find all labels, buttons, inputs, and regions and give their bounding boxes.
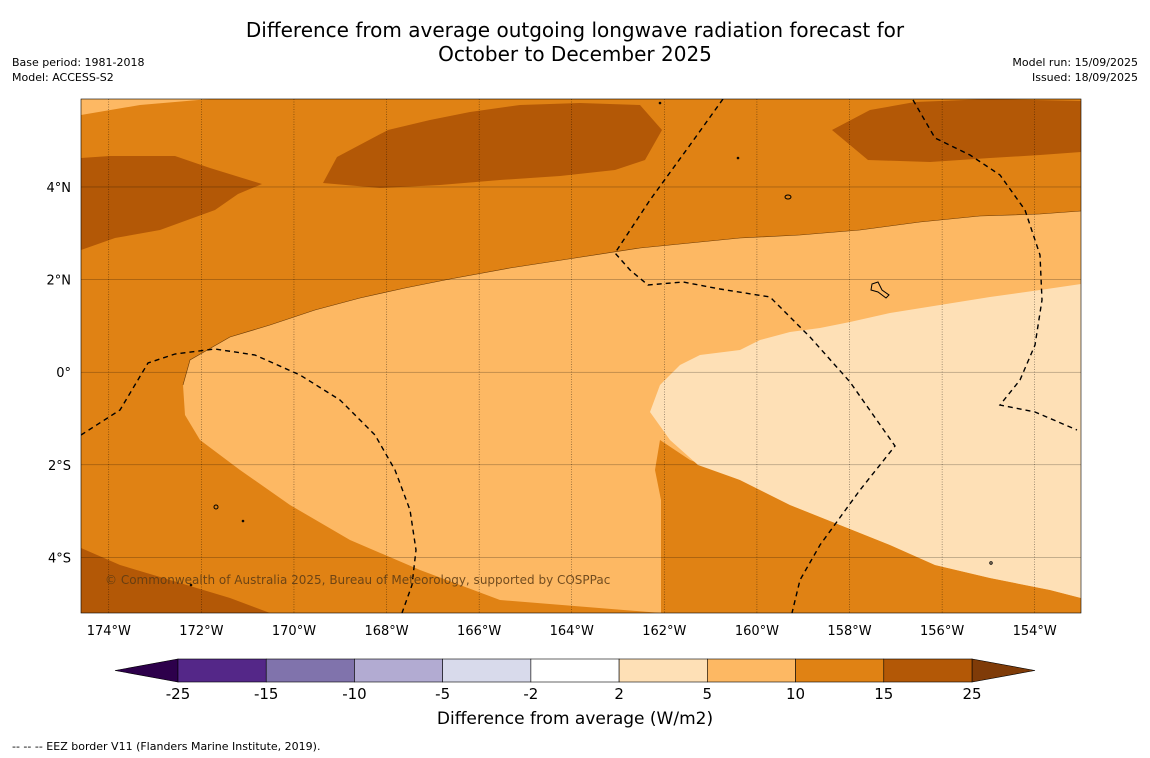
longitude-label: 158°W — [827, 624, 871, 639]
colorbar-tick-label: 5 — [703, 685, 713, 703]
model-run-label: Model run: 15/09/2025 — [1012, 56, 1138, 69]
colorbar-tick-label: -5 — [435, 685, 450, 703]
colorbar-bin — [354, 658, 443, 683]
meta-left: Base period: 1981-2018 Model: ACCESS-S2 — [12, 55, 144, 85]
colorbar-tick-label: -2 — [523, 685, 538, 703]
eez-border-line-2 — [614, 99, 896, 613]
copyright-text: © Commonwealth of Australia 2025, Bureau… — [105, 573, 610, 587]
longitude-label: 170°W — [272, 624, 316, 639]
eez-border-line-3 — [912, 99, 1078, 431]
meta-right: Model run: 15/09/2025 Issued: 18/09/2025 — [1012, 55, 1138, 85]
colorbar: -25 -15 -10 -5 -2 2 5 10 15 25 — [114, 658, 1036, 703]
colorbar-tick-label: -10 — [342, 685, 367, 703]
longitude-label: 154°W — [1013, 624, 1057, 639]
atoll-outline-southwest — [213, 504, 219, 510]
longitude-label: 164°W — [550, 624, 594, 639]
latitude-label: 2°N — [47, 274, 72, 289]
colorbar-under-arrow — [114, 658, 179, 683]
map-field — [81, 99, 1081, 613]
chart-title: Difference from average outgoing longwav… — [0, 18, 1150, 66]
colorbar-tick-label: 15 — [874, 685, 893, 703]
contour-band-15-25-left — [81, 156, 262, 250]
longitude-label: 174°W — [87, 624, 131, 639]
latitude-labels: 4°N 2°N 0° 2°S 4°S — [47, 181, 72, 566]
colorbar-bin — [883, 658, 973, 683]
issued-label: Issued: 18/09/2025 — [1031, 71, 1138, 84]
eez-border-line-1 — [81, 348, 417, 613]
colorbar-tick-label: -15 — [254, 685, 279, 703]
colorbar-tick-label: 25 — [962, 685, 981, 703]
longitude-label: 160°W — [735, 624, 779, 639]
colorbar-tick-label: 10 — [786, 685, 805, 703]
contour-band-15-25-topmid — [323, 103, 662, 188]
map-frame — [80, 98, 1082, 614]
colorbar-bin — [442, 658, 532, 683]
eez-legend-note: -- -- -- EEZ border V11 (Flanders Marine… — [12, 740, 321, 753]
islet-dot-2 — [736, 156, 740, 160]
colorbar-bin — [177, 658, 267, 683]
colorbar-bin — [618, 658, 708, 683]
land-outlines — [189, 101, 993, 587]
atoll-outline-east — [870, 281, 890, 299]
title-line-2: October to December 2025 — [438, 42, 712, 66]
graticule — [81, 99, 1081, 613]
islet-dot-3 — [241, 519, 245, 523]
contour-edge-5-10 — [182, 210, 1081, 386]
colorbar-bin — [795, 658, 885, 683]
eez-borders — [81, 99, 1078, 613]
colorbar-bin — [265, 658, 355, 683]
contour-band-15-25-bottomleft — [81, 548, 270, 613]
latitude-label: 4°N — [47, 181, 72, 196]
islet-dot-4 — [189, 583, 193, 587]
islet-dot-5 — [989, 561, 993, 565]
colorbar-over-arrow — [971, 658, 1036, 683]
atoll-outline-north — [784, 194, 792, 200]
longitude-label: 156°W — [920, 624, 964, 639]
longitude-labels: 174°W 172°W 170°W 168°W 166°W 164°W 162°W 160°W… — [87, 624, 1057, 639]
longitude-label: 166°W — [457, 624, 501, 639]
longitude-label: 162°W — [642, 624, 686, 639]
title-line-1: Difference from average outgoing longwav… — [245, 18, 905, 42]
base-period-label: Base period: 1981-2018 — [12, 56, 145, 69]
contour-band-2-5-east — [650, 284, 1081, 598]
longitude-label: 172°W — [179, 624, 223, 639]
model-label: Model: ACCESS-S2 — [12, 71, 114, 84]
colorbar-tick-label: 2 — [614, 685, 624, 703]
longitude-label: 168°W — [364, 624, 408, 639]
latitude-label: 4°S — [48, 551, 71, 566]
contour-band-5-10-topleft — [81, 99, 210, 115]
colorbar-bin — [530, 658, 620, 683]
colorbar-title: Difference from average (W/m2) — [436, 709, 714, 729]
contour-band-15-25-topright — [832, 99, 1081, 162]
islet-dot-1 — [658, 101, 662, 105]
latitude-label: 2°S — [48, 459, 71, 474]
colorbar-tick-label: -25 — [166, 685, 191, 703]
latitude-label: 0° — [56, 366, 71, 381]
colorbar-bin — [707, 658, 796, 683]
